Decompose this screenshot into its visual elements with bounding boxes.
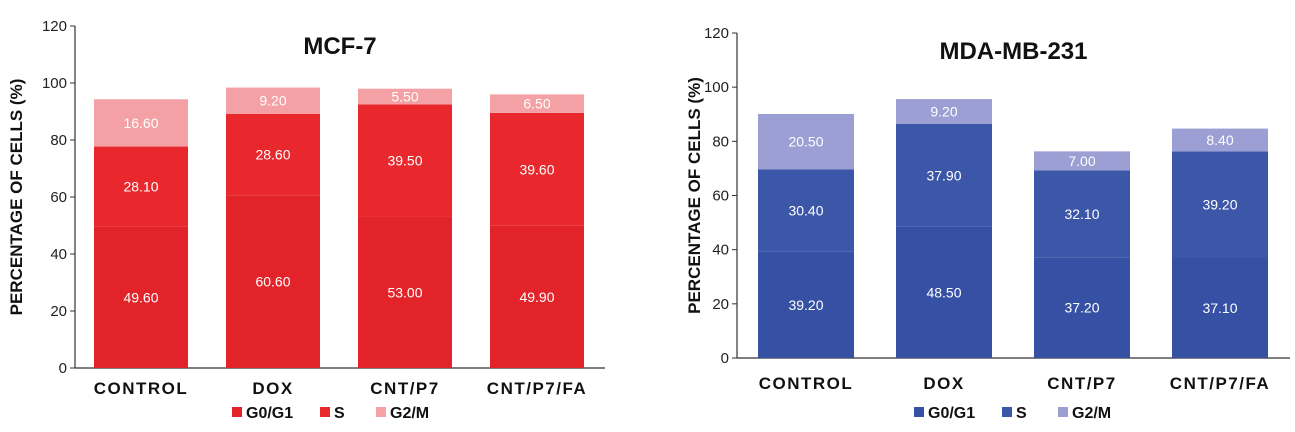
data-label: 9.20	[930, 104, 957, 120]
bar-s-dox	[896, 124, 992, 227]
bar-g2-m-cnt-p7-fa	[490, 94, 584, 113]
bar-s-cnt-p7	[1034, 170, 1130, 258]
y-tick-label: 40	[50, 246, 67, 263]
chart-title: MDA-MB-231	[939, 38, 1087, 65]
legend-swatch	[376, 407, 386, 417]
y-tick-label: 20	[50, 303, 67, 320]
y-axis-label: PERCENTAGE OF CELLS (%)	[7, 79, 26, 316]
data-label: 53.00	[387, 284, 422, 300]
x-tick-label: DOX	[923, 374, 964, 393]
y-tick-label: 0	[59, 360, 67, 377]
data-label: 8.40	[1206, 132, 1233, 148]
legend-label: G0/G1	[246, 405, 293, 422]
x-tick-label: CNT/P7/FA	[487, 379, 587, 398]
bar-g2-m-control	[758, 113, 854, 170]
y-axis-label: PERCENTAGE OF CELLS (%)	[685, 77, 704, 314]
bar-s-cnt-p7	[358, 104, 452, 217]
bar-g2-m-cnt-p7-fa	[1172, 128, 1268, 152]
bar-g0-g1-control	[94, 226, 188, 368]
bar-s-control	[94, 146, 188, 227]
data-label: 37.90	[926, 167, 961, 183]
chart-1: 0 20 40 60 80 100 120 PERCENTAGE OF CELLS (%) 39…	[685, 25, 1290, 422]
y-tick-label: 60	[50, 189, 67, 206]
data-label: 37.10	[1202, 300, 1237, 316]
data-label: 39.20	[788, 297, 823, 313]
legend-swatch	[320, 407, 330, 417]
legend-label: G2/M	[390, 405, 429, 422]
bar-g0-g1-dox	[226, 195, 320, 368]
legend-label: S	[334, 405, 345, 422]
data-label: 39.60	[519, 161, 554, 177]
bar-g0-g1-cnt-p7-fa	[1172, 257, 1268, 358]
data-label: 49.60	[123, 289, 158, 305]
data-label: 30.40	[788, 203, 823, 219]
legend-label: G2/M	[1072, 405, 1111, 422]
bar-s-cnt-p7-fa	[1172, 151, 1268, 258]
data-label: 39.20	[1202, 196, 1237, 212]
y-tick-label: 0	[721, 350, 729, 367]
y-tick-label: 100	[42, 75, 67, 92]
bar-g0-g1-control	[758, 251, 854, 358]
bar-s-control	[758, 169, 854, 252]
data-label: 20.50	[788, 134, 823, 150]
legend-swatch	[1002, 407, 1012, 417]
y-tick-label: 120	[42, 18, 67, 35]
data-label: 28.60	[255, 147, 290, 163]
data-label: 60.60	[255, 274, 290, 290]
data-label: 7.00	[1068, 153, 1095, 169]
y-tick-label: 40	[712, 242, 729, 259]
x-tick-label: CONTROL	[94, 379, 189, 398]
y-tick-label: 80	[50, 132, 67, 149]
bar-g2-m-dox	[896, 99, 992, 124]
bar-g0-g1-cnt-p7-fa	[490, 225, 584, 368]
legend-swatch	[914, 407, 924, 417]
data-label: 28.10	[123, 179, 158, 195]
data-label: 37.20	[1064, 300, 1099, 316]
bar-g2-m-control	[94, 99, 188, 147]
x-tick-label: CNT/P7	[1047, 374, 1116, 393]
y-tick-label: 120	[704, 25, 729, 42]
legend: G0/G1 S G2/M	[914, 405, 1111, 422]
bar-g2-m-cnt-p7	[1034, 151, 1130, 171]
bar-g2-m-cnt-p7	[358, 88, 452, 105]
y-tick-label: 60	[712, 188, 729, 205]
legend-swatch	[1058, 407, 1068, 417]
x-tick-label: CNT/P7/FA	[1170, 374, 1270, 393]
bar-s-dox	[226, 113, 320, 196]
legend: G0/G1 S G2/M	[232, 405, 429, 422]
bar-g0-g1-cnt-p7	[1034, 257, 1130, 358]
bar-g0-g1-dox	[896, 226, 992, 358]
data-label: 6.50	[523, 96, 550, 112]
y-tick-label: 100	[704, 79, 729, 96]
legend-label: S	[1016, 405, 1027, 422]
data-label: 9.20	[259, 93, 286, 109]
chart-0: 0 20 40 60 80 100 120 PERCENTAGE OF CELLS (%) 49…	[7, 18, 605, 422]
bar-g0-g1-cnt-p7	[358, 216, 452, 368]
chart-title: MCF-7	[303, 33, 376, 60]
x-tick-label: DOX	[252, 379, 293, 398]
data-label: 5.50	[391, 89, 418, 105]
y-tick-label: 20	[712, 296, 729, 313]
x-tick-label: CONTROL	[759, 374, 854, 393]
y-tick-label: 80	[712, 133, 729, 150]
data-label: 39.50	[387, 153, 422, 169]
legend-label: G0/G1	[928, 405, 975, 422]
legend-swatch	[232, 407, 242, 417]
data-label: 16.60	[123, 115, 158, 131]
data-label: 32.10	[1064, 206, 1099, 222]
bar-g2-m-dox	[226, 87, 320, 114]
bar-s-cnt-p7-fa	[490, 112, 584, 226]
data-label: 49.90	[519, 289, 554, 305]
x-tick-label: CNT/P7	[370, 379, 439, 398]
data-label: 48.50	[926, 284, 961, 300]
